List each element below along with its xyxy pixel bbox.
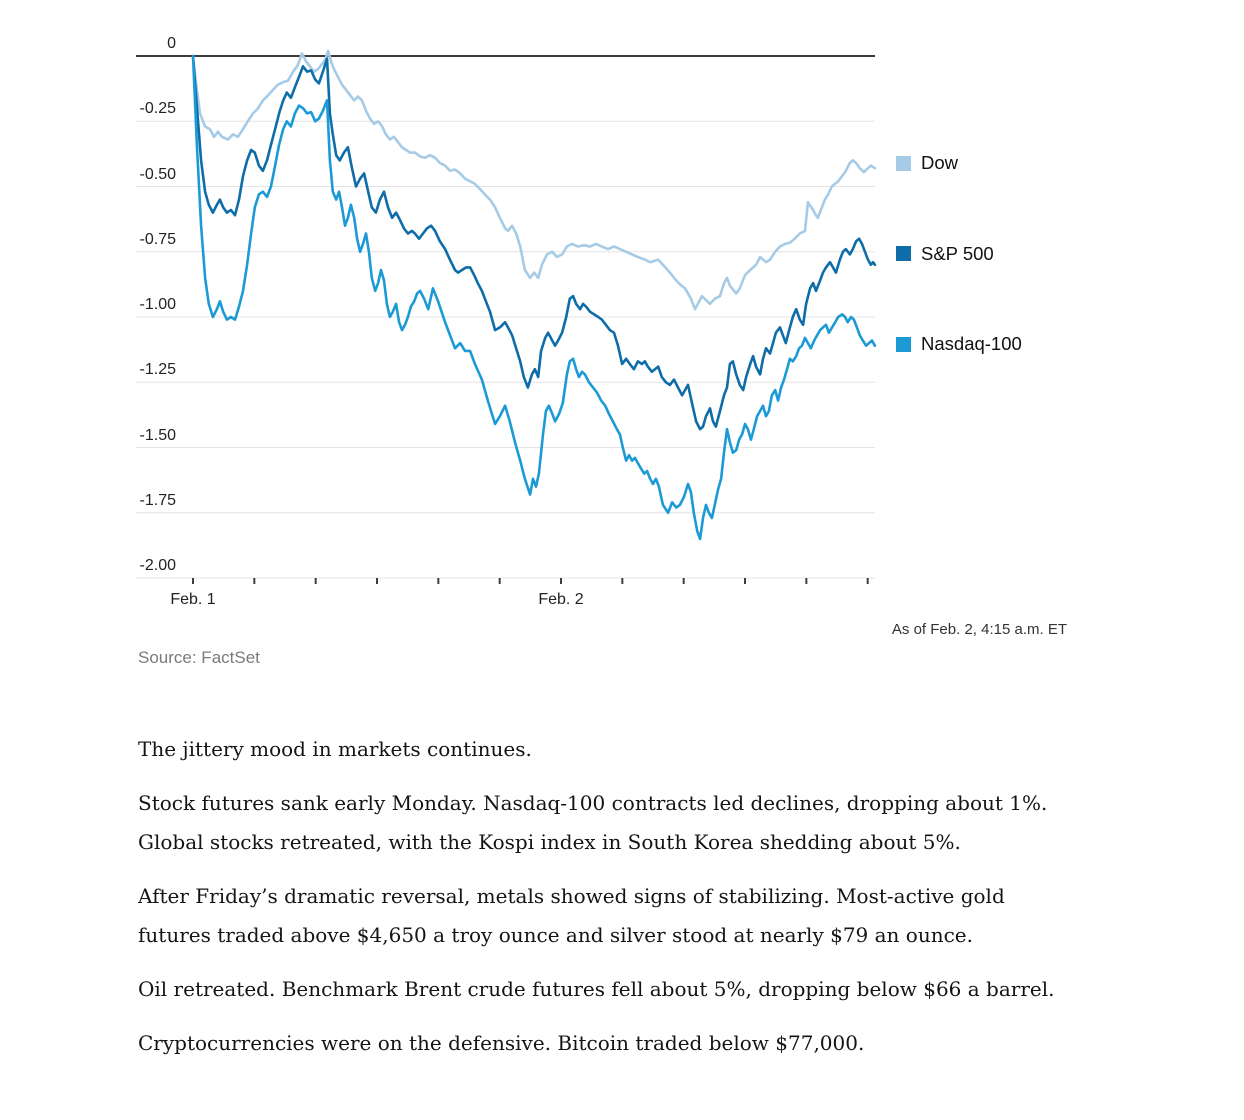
legend-swatch-icon (896, 246, 911, 261)
article-paragraph: Stock futures sank early Monday. Nasdaq-… (138, 791, 1048, 854)
y-axis-label: -0.75 (139, 230, 176, 248)
legend-item-dow: Dow (896, 152, 958, 174)
y-axis-label: -2.00 (139, 557, 176, 574)
chart-source: Source: FactSet (138, 648, 260, 667)
legend-swatch-icon (896, 336, 911, 352)
y-axis-label: 0 (167, 35, 176, 52)
y-axis-label: -0.50 (139, 165, 176, 183)
chart-canvas (136, 49, 877, 584)
series-line-s-p-500 (191, 54, 877, 431)
legend-label: S&P 500 (921, 242, 994, 264)
article-body: The jittery mood in markets continues. S… (138, 730, 1068, 1078)
article-paragraph: Oil retreated. Benchmark Brent crude fut… (138, 977, 1055, 1001)
y-axis-label: -1.50 (139, 426, 176, 444)
legend-label: Nasdaq-100 (921, 333, 1022, 354)
x-axis-label: Feb. 2 (538, 591, 584, 608)
y-axis-label: -1.75 (139, 491, 176, 509)
y-axis-label: -0.25 (139, 100, 176, 118)
series-line-nasdaq-100 (191, 54, 877, 541)
legend-item-s-p-500: S&P 500 (896, 243, 994, 265)
article-paragraph: Cryptocurrencies were on the defensive. … (138, 1031, 865, 1055)
article-paragraph: After Friday’s dramatic reversal, metals… (138, 884, 1005, 947)
legend-label: Dow (921, 152, 959, 173)
y-axis-label: -1.25 (139, 361, 176, 379)
y-axis-label: -1.00 (139, 296, 176, 313)
legend-swatch-icon (896, 155, 911, 171)
series-line-dow (191, 49, 877, 311)
chart-asof-note: As of Feb. 2, 4:15 a.m. ET (891, 621, 1067, 638)
article-paragraph: The jittery mood in markets continues. (138, 737, 532, 761)
legend-item-nasdaq-100: Nasdaq-100 (896, 333, 1022, 355)
x-axis-label: Feb. 1 (170, 591, 216, 608)
